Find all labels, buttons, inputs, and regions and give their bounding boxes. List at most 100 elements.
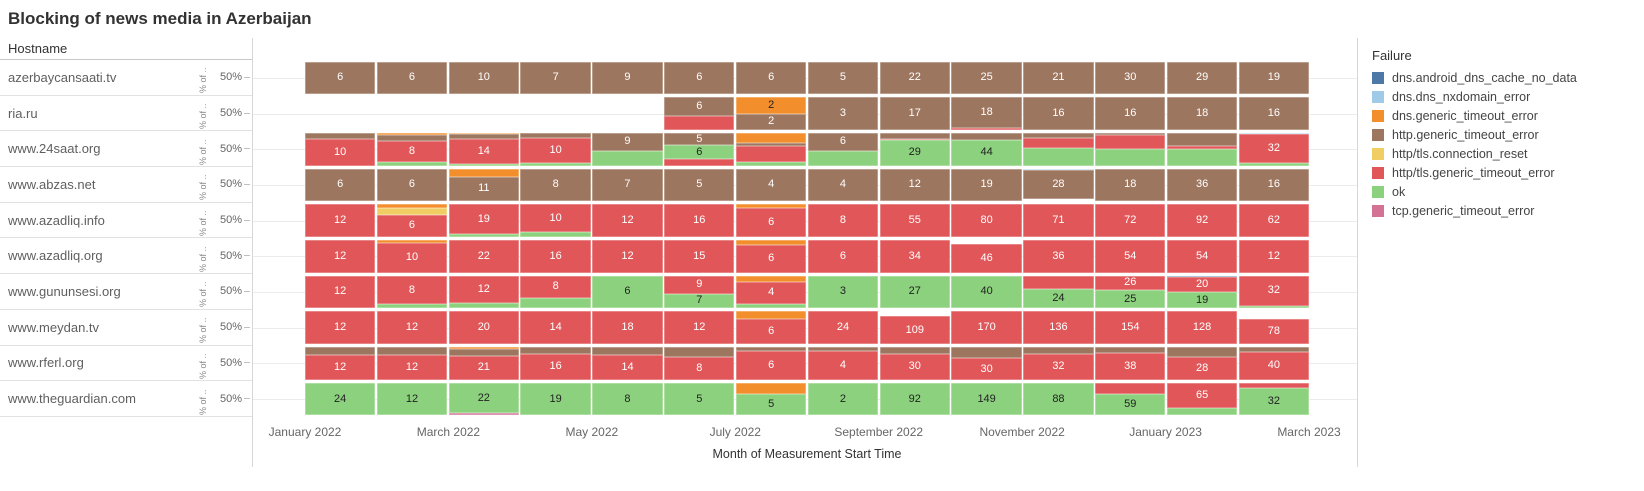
bar-segment-t[interactable]: 28 bbox=[1166, 356, 1238, 380]
bar-segment-t[interactable]: 30 bbox=[951, 358, 1022, 380]
bar-segment-h[interactable]: 17 bbox=[879, 97, 950, 130]
legend-item[interactable]: http.generic_timeout_error bbox=[1372, 128, 1644, 142]
bar-segment-t[interactable]: 14 bbox=[448, 139, 519, 164]
bar-segment-t[interactable]: 12 bbox=[376, 311, 448, 344]
bar-segment-o[interactable]: 88 bbox=[1023, 382, 1094, 416]
bar-segment-o[interactable] bbox=[520, 232, 591, 237]
bar-segment-t[interactable]: 12 bbox=[305, 311, 376, 344]
bar-segment-h[interactable]: 6 bbox=[664, 61, 735, 95]
bar-segment-o[interactable] bbox=[1166, 149, 1238, 166]
bar-segment-t[interactable]: 10 bbox=[520, 138, 591, 163]
bar-segment-t[interactable] bbox=[1095, 382, 1166, 395]
bar-segment-t[interactable] bbox=[664, 116, 735, 130]
bar-segment-h[interactable]: 9 bbox=[592, 61, 663, 95]
bar-segment-o[interactable]: 27 bbox=[879, 275, 950, 309]
bar-segment-h[interactable]: 6 bbox=[376, 61, 448, 95]
bar-segment-t[interactable]: 8 bbox=[376, 141, 448, 163]
bar-segment-h[interactable] bbox=[376, 135, 448, 142]
bar-segment-d[interactable] bbox=[376, 204, 448, 208]
bar-segment-n[interactable] bbox=[1023, 168, 1094, 171]
bar-segment-t[interactable]: 9 bbox=[664, 275, 735, 294]
bar-segment-t[interactable]: 34 bbox=[879, 239, 950, 273]
bar-segment-t[interactable] bbox=[1023, 275, 1094, 289]
bar-segment-h[interactable]: 9 bbox=[592, 132, 663, 151]
bar-segment-t[interactable]: 78 bbox=[1238, 318, 1310, 344]
bar-segment-d[interactable] bbox=[448, 347, 519, 349]
bar-segment-t[interactable]: 12 bbox=[376, 355, 448, 380]
bar-segment-t[interactable]: 12 bbox=[305, 275, 376, 309]
bar-segment-o[interactable]: 44 bbox=[951, 140, 1022, 166]
bar-segment-t[interactable] bbox=[1166, 145, 1238, 150]
bar-segment-h[interactable]: 4 bbox=[807, 168, 879, 202]
bar-segment-t[interactable]: 12 bbox=[592, 204, 663, 237]
bar-segment-p[interactable] bbox=[448, 413, 519, 416]
bar-segment-t[interactable]: 54 bbox=[1166, 239, 1238, 273]
bar-segment-h[interactable] bbox=[1166, 132, 1238, 146]
bar-segment-o[interactable]: 22 bbox=[448, 382, 519, 414]
hostname-label[interactable]: www.gununsesi.org bbox=[8, 283, 121, 299]
bar-segment-t[interactable]: 65 bbox=[1166, 382, 1238, 409]
bar-segment-o[interactable] bbox=[1238, 305, 1310, 309]
bar-segment-o[interactable] bbox=[520, 297, 591, 309]
bar-segment-t[interactable]: 8 bbox=[807, 204, 879, 237]
bar-segment-t[interactable]: 71 bbox=[1023, 204, 1094, 237]
bar-segment-t[interactable]: 14 bbox=[520, 311, 591, 344]
bar-segment-h[interactable]: 6 bbox=[664, 97, 735, 117]
bar-segment-t[interactable]: 8 bbox=[664, 356, 735, 380]
bar-segment-h[interactable] bbox=[735, 347, 807, 351]
bar-segment-h[interactable]: 16 bbox=[1095, 97, 1166, 130]
bar-segment-t[interactable]: 46 bbox=[951, 243, 1022, 273]
bar-segment-h[interactable] bbox=[448, 348, 519, 356]
bar-segment-t[interactable]: 109 bbox=[879, 316, 950, 344]
bar-segment-h[interactable] bbox=[448, 134, 519, 140]
bar-segment-t[interactable]: 14 bbox=[592, 355, 663, 380]
bar-segment-o[interactable] bbox=[735, 304, 807, 309]
bar-segment-d[interactable] bbox=[735, 311, 807, 320]
bar-segment-h[interactable] bbox=[520, 347, 591, 354]
bar-segment-t[interactable]: 12 bbox=[305, 204, 376, 237]
bar-segment-n[interactable] bbox=[1238, 132, 1310, 135]
bar-segment-t[interactable]: 30 bbox=[879, 353, 950, 380]
bar-segment-t[interactable]: 21 bbox=[448, 355, 519, 380]
bar-segment-o[interactable] bbox=[807, 150, 879, 166]
bar-segment-t[interactable]: 19 bbox=[448, 204, 519, 235]
bar-segment-h[interactable]: 8 bbox=[520, 168, 591, 202]
bar-segment-t[interactable]: 12 bbox=[1238, 239, 1310, 273]
bar-segment-o[interactable]: 32 bbox=[1238, 387, 1310, 416]
legend-item[interactable]: ok bbox=[1372, 185, 1644, 199]
legend-item[interactable]: http/tls.generic_timeout_error bbox=[1372, 166, 1644, 180]
bar-segment-h[interactable]: 7 bbox=[520, 61, 591, 95]
bar-segment-t[interactable]: 12 bbox=[305, 239, 376, 273]
bar-segment-t[interactable]: 6 bbox=[735, 244, 807, 273]
bar-segment-t[interactable]: 16 bbox=[520, 353, 591, 380]
bar-segment-t[interactable]: 62 bbox=[1238, 204, 1310, 237]
bar-segment-t[interactable] bbox=[1095, 135, 1166, 149]
bar-segment-o[interactable] bbox=[1166, 408, 1238, 416]
bar-segment-h[interactable] bbox=[305, 347, 376, 356]
bar-segment-h[interactable]: 6 bbox=[807, 132, 879, 151]
bar-segment-d[interactable] bbox=[376, 239, 448, 243]
bar-segment-t[interactable]: 40 bbox=[1238, 351, 1310, 380]
bar-segment-h[interactable] bbox=[376, 347, 448, 356]
hostname-label[interactable]: www.azadliq.info bbox=[8, 212, 105, 228]
bar-segment-o[interactable] bbox=[448, 163, 519, 166]
bar-segment-t[interactable]: 16 bbox=[520, 239, 591, 273]
bar-segment-o[interactable]: 24 bbox=[305, 382, 376, 416]
bar-segment-h[interactable] bbox=[1095, 347, 1166, 353]
bar-segment-t[interactable] bbox=[735, 145, 807, 163]
bar-segment-t[interactable]: 32 bbox=[1238, 134, 1310, 163]
bar-segment-o[interactable]: 40 bbox=[951, 275, 1022, 309]
bar-segment-h[interactable] bbox=[879, 132, 950, 139]
bar-segment-h[interactable] bbox=[735, 142, 807, 146]
bar-segment-o[interactable]: 8 bbox=[592, 382, 663, 416]
bar-segment-h[interactable]: 28 bbox=[1023, 170, 1094, 199]
bar-segment-o[interactable]: 5 bbox=[664, 382, 735, 416]
legend-item[interactable]: tcp.generic_timeout_error bbox=[1372, 204, 1644, 218]
bar-segment-h[interactable]: 5 bbox=[664, 168, 735, 202]
bar-segment-h[interactable] bbox=[1095, 132, 1166, 136]
bar-segment-o[interactable]: 92 bbox=[879, 382, 950, 416]
bar-segment-h[interactable]: 3 bbox=[807, 97, 879, 130]
bar-segment-t[interactable] bbox=[879, 138, 950, 141]
bar-segment-h[interactable]: 16 bbox=[1238, 168, 1310, 202]
bar-segment-o[interactable] bbox=[1023, 147, 1094, 166]
